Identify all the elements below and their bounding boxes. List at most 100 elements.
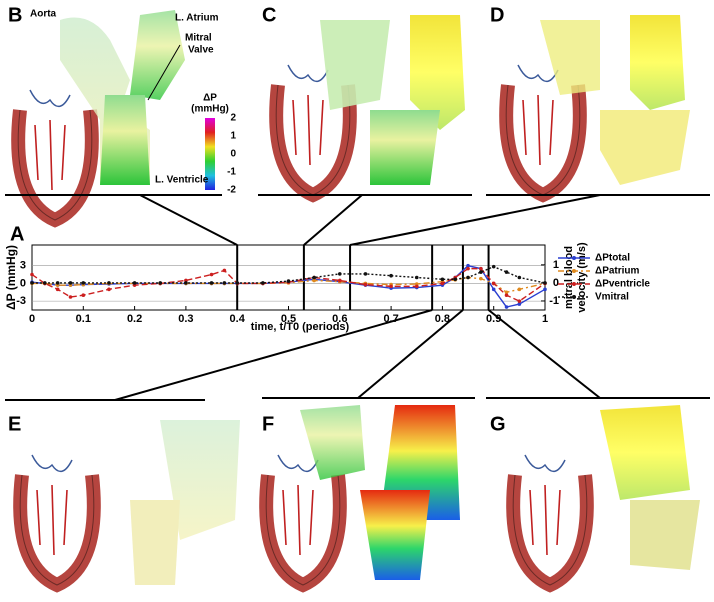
point (107, 287, 111, 292)
illustrations (5, 10, 710, 585)
y2-axis-label: mitral blood (563, 246, 575, 309)
point (543, 287, 547, 292)
y-tick-label: 3 (20, 260, 26, 272)
y2-tick-label: 0 (553, 277, 559, 289)
point (491, 287, 496, 292)
point (363, 282, 368, 287)
point (261, 281, 265, 285)
panel-letter: D (490, 4, 504, 26)
x-tick-label: 0.6 (332, 313, 347, 325)
legend-entry: Vmitral (595, 292, 629, 303)
x-axis-label: time, t/T0 (periods) (251, 321, 350, 333)
point (517, 287, 522, 292)
x-tick-label: 0.4 (230, 313, 246, 325)
point (68, 281, 73, 285)
point (132, 281, 137, 285)
point (479, 276, 483, 281)
point (107, 281, 111, 285)
legend-swatch (572, 295, 576, 299)
annotation: Valve (188, 45, 214, 56)
point (517, 302, 522, 306)
colorbar-tick-label: 2 (230, 113, 236, 124)
annotation: Aorta (30, 9, 57, 20)
x-tick-label: 0.8 (435, 313, 450, 325)
point (504, 305, 509, 309)
point (235, 281, 239, 285)
x-tick-label: 0.5 (281, 313, 296, 325)
point (338, 278, 342, 283)
y2-tick-label: -1 (549, 295, 559, 307)
y-tick-label: -3 (16, 295, 26, 307)
point (338, 272, 342, 276)
point (30, 281, 34, 285)
point (222, 268, 227, 273)
point (68, 295, 73, 299)
y-axis-label: ΔP (mmHg) (4, 245, 18, 310)
connector (349, 194, 601, 246)
panel-letter: G (490, 413, 506, 435)
point (491, 281, 496, 286)
point (222, 281, 227, 285)
point (363, 272, 368, 276)
legend-entry: ΔPtotal (595, 253, 630, 264)
point (312, 275, 316, 280)
panel-letter: B (8, 4, 22, 26)
point (30, 272, 34, 277)
x-tick-label: 0.1 (76, 313, 91, 325)
y-tick-label: 0 (20, 277, 26, 289)
point (504, 293, 509, 298)
colorbar-tick-label: 0 (230, 149, 236, 160)
point (479, 270, 483, 274)
point (504, 290, 509, 295)
point (184, 281, 188, 285)
x-tick-label: 0.3 (178, 313, 193, 325)
point (414, 284, 419, 289)
point (504, 270, 509, 274)
connector (139, 194, 238, 246)
point (81, 281, 86, 285)
legend-entry: ΔPatrium (595, 266, 640, 277)
y2-axis-label: velocity (m/s) (576, 242, 588, 313)
panel-letter: C (262, 4, 276, 26)
panel-letter: A (10, 223, 24, 245)
point (491, 264, 496, 269)
legend-swatch (572, 256, 576, 260)
point (286, 279, 291, 283)
point (543, 281, 547, 285)
point (158, 281, 163, 285)
colorbar-title: (mmHg) (191, 104, 229, 115)
point (453, 277, 458, 282)
connector (303, 194, 363, 246)
point (184, 278, 188, 283)
colorbar-tick-label: 1 (230, 131, 236, 142)
legend-swatch (572, 282, 576, 286)
point (517, 275, 522, 280)
colorbar-tick-label: -1 (227, 167, 236, 178)
point (479, 266, 483, 271)
panel-letter: F (262, 413, 274, 435)
annotation: L. Atrium (175, 13, 219, 24)
point (55, 287, 60, 292)
panel-letter: E (8, 413, 21, 435)
point (440, 281, 445, 286)
connector (487, 309, 601, 399)
annotation: Mitral (185, 33, 212, 44)
x-tick-label: 0.2 (127, 313, 142, 325)
point (389, 284, 393, 289)
point (389, 273, 393, 278)
point (466, 263, 470, 268)
point (440, 277, 445, 282)
point (414, 275, 419, 280)
point (209, 272, 214, 277)
colorbar-tick-label: -2 (227, 185, 236, 196)
connector (114, 309, 433, 401)
connector (357, 309, 464, 399)
y2-tick-label: 1 (553, 259, 559, 271)
annotation: L. Ventricle (155, 175, 209, 186)
point (43, 281, 47, 285)
point (517, 299, 522, 303)
x-tick-label: 0 (29, 313, 35, 325)
x-tick-label: 1 (542, 313, 548, 325)
point (466, 266, 470, 271)
